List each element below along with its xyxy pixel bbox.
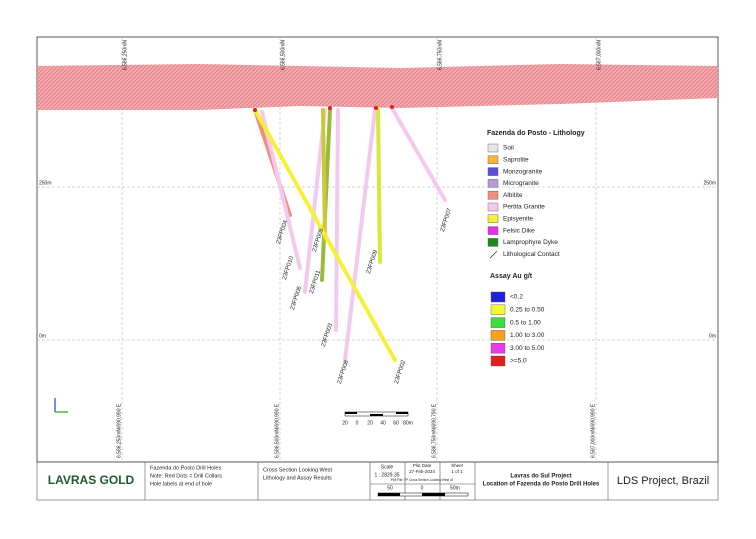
project-name: LDS Project, Brazil [617,475,709,487]
tb-scale-bar [378,493,400,496]
legend-label: 1.00 to 3.00 [510,332,545,339]
axis-icon [54,398,68,413]
note: Hole labels at end of hole [150,481,212,487]
logo: LAVRAS GOLD [48,473,135,487]
legend-label: 3.00 to 5.00 [510,345,545,352]
bottom-coord: 6,587,000mN/690,990 E [590,403,596,458]
plot-date: 27-Feb-2024 [409,469,435,474]
top-coord: 6,586,750mN [437,40,443,70]
legend-swatch [490,304,506,315]
legend-label: Felsic Dike [503,227,535,234]
top-coord: 6,586,250mN [122,40,128,70]
tb-scale-tick: 50m [450,485,460,491]
top-coord: 6,586,500mN [280,40,286,70]
legend-label: >=5.0 [510,358,527,365]
legend-label: Lithological Contact [503,251,560,258]
legend-label: Pertita Granite [503,204,545,211]
legend-swatch [487,202,499,212]
legend-label: <0.2 [510,294,523,301]
scale-tick: 60 [393,420,399,426]
legend-label: Saprolite [503,157,529,164]
elevation-label: 0m [709,333,716,339]
legend-swatch [487,167,499,176]
bottom-coord: 6,586,250mN/690,990 E [116,403,122,458]
scale-tick: 80m [403,420,413,426]
legend-title: Fazenda do Posto - Lithology [487,130,585,137]
legend-label: 0.25 to 0.50 [510,307,545,314]
top-coord: 6,587,000mN [596,40,602,70]
scale-tick: 20 [342,420,348,426]
sheet: 1 of 1 [451,469,463,474]
legend-label: Soil [503,145,514,152]
legend-swatch [490,317,506,328]
note: Note: Red Dots = Drill Collars [150,473,222,479]
legend-swatch [487,226,499,235]
legend-swatch [487,190,499,200]
legend-label: Albitite [503,192,523,199]
map-scale-bar [344,411,409,417]
bottom-coord: 6,586,750mN/690,790 E [431,403,437,458]
project: Location of Fazenda do Posto Drill Holes [483,482,600,488]
legend-swatch [487,214,499,224]
elevation-label: 250m [39,180,52,186]
legend-swatch [487,155,499,165]
terrain-band [37,64,718,110]
legend-swatch [490,343,506,354]
scale-value: 1 : 2829.35 [374,472,399,478]
plot-date-label: Plot Date [413,463,432,468]
tb-scale-tick: 0 [421,485,424,491]
scale-label: Scale [381,464,394,470]
tb-scale-bar [422,493,445,496]
project: Lavras do Sul Project [510,474,571,480]
legend-label: 0.5 to 1.00 [510,319,541,326]
legend-label: Monzogranite [503,168,543,175]
section: Lithology and Assay Results [263,475,332,481]
scale-tick: 0 [356,420,359,426]
sheet-label: Sheet [451,463,464,468]
legend-label: Microgranite [503,180,539,187]
legend-swatch [490,355,506,367]
legend-title: Assay Au g/t [490,273,533,280]
legend-swatch [487,143,499,153]
note: Fazenda do Posto Drill Holes [150,465,221,471]
elevation-label: 250m [703,180,716,186]
tb-scale-tick: 50 [387,485,393,491]
scale-tick: 20 [367,420,373,426]
legend-label: Lamprophyre Dyke [503,239,558,246]
legend-swatch [487,179,499,188]
legend-swatch [490,330,506,341]
legend-swatch [487,238,499,247]
plot-file: Plot File: FP Cross Section Looking West… [391,478,454,482]
legend-label: Episyenite [503,216,533,223]
bottom-coord: 6,586,500mN/690,990 E [274,403,280,458]
section: Cross Section Looking West [263,467,332,473]
legend-swatch [490,291,506,303]
drill-holes [253,105,447,362]
legend-swatch [489,250,498,259]
elevation-label: 0m [39,333,46,339]
title-block [36,461,719,501]
scale-tick: 40 [380,420,386,426]
